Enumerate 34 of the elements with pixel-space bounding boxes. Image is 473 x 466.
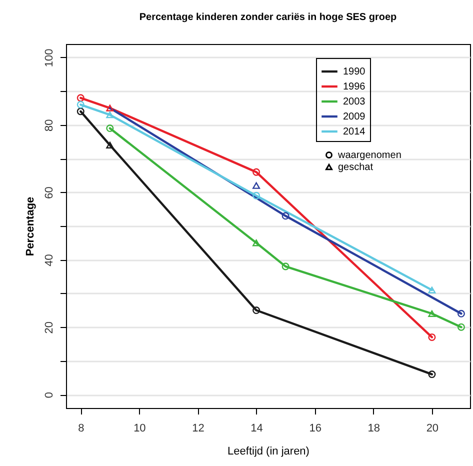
x-tick-label: 8 — [78, 422, 84, 434]
point — [428, 370, 436, 378]
x-tick-label: 10 — [134, 422, 146, 434]
chart-title: Percentage kinderen zonder cariës in hoge SES groep — [139, 12, 397, 23]
legend-label: 2014 — [343, 126, 366, 138]
x-tick-label: 12 — [192, 422, 204, 434]
point — [282, 212, 290, 220]
y-tick-label: 20 — [44, 321, 56, 334]
y-tick-label: 100 — [44, 48, 56, 68]
legend-label: 2009 — [343, 112, 366, 122]
point — [428, 286, 436, 294]
y-axis-title: Percentage — [24, 196, 36, 256]
point — [457, 310, 465, 318]
point — [252, 168, 260, 176]
legend-label: 1996 — [343, 82, 366, 92]
x-tick-label: 14 — [250, 422, 263, 434]
point — [76, 94, 84, 102]
point — [106, 111, 114, 118]
y-tick-label: 0 — [44, 392, 56, 398]
y-tick-label: 40 — [44, 254, 56, 266]
point — [76, 108, 84, 116]
y-tick-label: 60 — [44, 186, 56, 199]
annotation: geschat — [338, 162, 374, 173]
legend-label: 2003 — [343, 96, 366, 108]
x-tick-label: 20 — [426, 422, 439, 434]
x-axis-title: Leeftijd (in jaren) — [228, 446, 310, 458]
legend-label: 1990 — [343, 66, 366, 78]
annotation: waargenomen — [337, 150, 402, 161]
point — [252, 182, 260, 189]
point — [428, 333, 436, 341]
x-tick-label: 16 — [309, 422, 322, 434]
y-tick-label: 80 — [44, 119, 56, 132]
point — [252, 306, 260, 314]
x-tick-label: 18 — [368, 422, 380, 434]
